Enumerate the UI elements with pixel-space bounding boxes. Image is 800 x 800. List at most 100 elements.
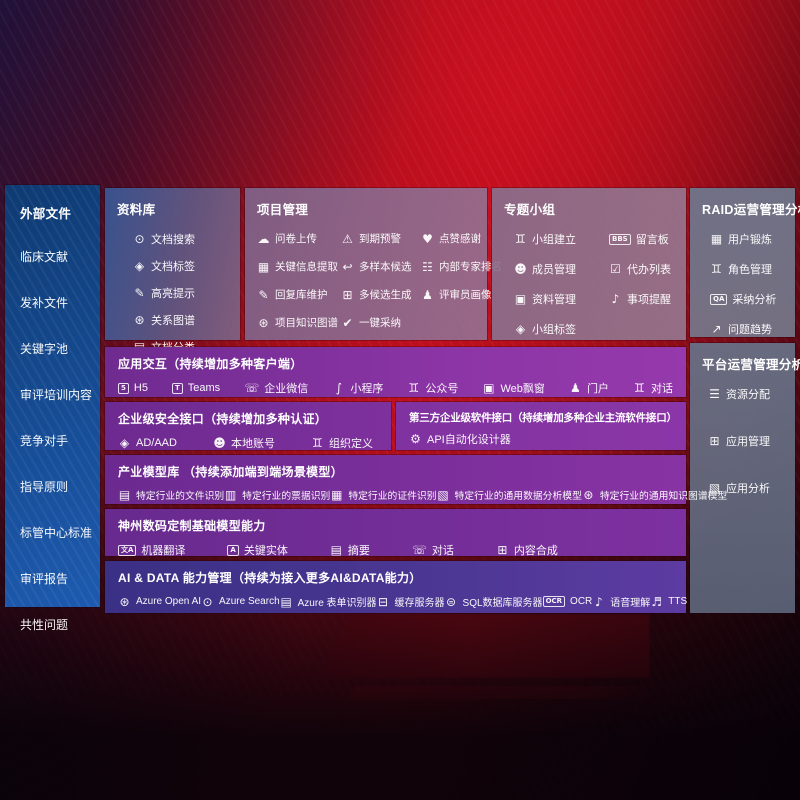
feature-item[interactable]: ☑ 代办列表	[609, 261, 676, 277]
feature-item[interactable]: ▤ 摘要	[330, 542, 370, 558]
feature-label: 一键采纳	[359, 317, 401, 329]
feature-item[interactable]: ⊜ SQL数据库服务器	[445, 594, 543, 610]
feature-item[interactable]: ∫ 小程序	[332, 380, 384, 396]
feature-item[interactable]: ▦ 关键信息提取	[257, 259, 341, 274]
feature-item[interactable]: ↩ 多样本候选	[341, 259, 421, 274]
sidebar-item[interactable]: 指导原则	[20, 478, 94, 495]
feature-item[interactable]: ⊟ 缓存服务器	[377, 594, 445, 610]
feature-item[interactable]: ♊ 公众号	[407, 380, 459, 396]
feature-item[interactable]: ☻ 本地账号	[213, 435, 275, 451]
sidebar-item[interactable]: 审评报告	[20, 570, 94, 587]
feature-item[interactable]: ☏ 对话	[412, 542, 454, 558]
data-analysis-model-icon: ▧	[437, 488, 449, 502]
feature-item[interactable]: ♟ 门户	[569, 380, 609, 396]
reply-arrow-icon: ↩	[342, 259, 353, 274]
feature-item[interactable]: ♊ 小组建立	[514, 231, 609, 247]
feature-item[interactable]: T Teams	[172, 382, 220, 394]
feature-item[interactable]: ⊞ 内容合成	[496, 542, 558, 558]
base-model-title: 神州数码定制基础模型能力	[118, 519, 266, 533]
feature-label: 小程序	[350, 383, 384, 395]
external-files-list: 临床文献发补文件关键字池审评培训内容 竞争对手指导原则标管中心标准 审评报告共性问题	[20, 248, 94, 633]
sidebar-item[interactable]: 关键字池	[20, 340, 94, 357]
feature-item[interactable]: BBS 留言板	[609, 231, 676, 247]
thirdparty-interface-band: 第三方企业级软件接口（持续增加多种企业主流软件接口） ⚙ API自动化设计器	[396, 402, 686, 450]
feature-item[interactable]: ▧ 应用分析	[708, 480, 785, 496]
feature-label: 关键实体	[243, 545, 288, 557]
cloud-upload-icon: ☁	[257, 231, 270, 246]
sidebar-item[interactable]: 共性问题	[20, 616, 94, 633]
feature-item[interactable]: ⊞ 多候选生成	[341, 287, 421, 302]
feature-item[interactable]: ◈ AD/AAD	[118, 436, 177, 450]
platform-analysis-panel: 平台运营管理分析 ☰ 资源分配 ⊞ 应用管理 ▧ 应用分析	[690, 343, 800, 613]
base-model-band: 神州数码定制基础模型能力 文A 机器翻译 A 关键实体 ▤ 摘要 ☏ 对话 ⊞ 内容合成	[105, 509, 686, 558]
feature-item[interactable]: QA 采纳分析	[710, 291, 785, 307]
feature-item[interactable]: ▣ Web飘窗	[482, 380, 545, 396]
feature-item[interactable]: ✔ 一键采纳	[341, 315, 421, 330]
feature-item[interactable]: ⊛ Azure Open AI	[118, 595, 201, 609]
feature-item[interactable]: ▤ 特定行业的文件识别	[118, 488, 224, 502]
feature-item[interactable]: ☻ 成员管理	[514, 261, 609, 277]
feature-item[interactable]: ⊞ 应用管理	[708, 433, 785, 449]
feature-item[interactable]: 文A 机器翻译	[118, 542, 185, 558]
feature-item[interactable]: ▣ 资料管理	[514, 291, 609, 307]
feature-item[interactable]: ✎ 高亮提示	[133, 285, 230, 301]
feature-label: 内容合成	[513, 545, 558, 557]
sidebar-item-label: 共性问题	[20, 618, 69, 632]
feature-item[interactable]: ⊛ 特定行业的通用知识图谱模型	[582, 488, 727, 502]
feature-item[interactable]: ⚙ API自动化设计器	[409, 431, 511, 447]
feature-item[interactable]: ♊ 角色管理	[710, 261, 785, 277]
feature-item[interactable]: ▧ 特定行业的通用数据分析模型	[437, 488, 582, 502]
feature-item[interactable]: ◈ 文档标签	[133, 258, 230, 274]
feature-label: 代办列表	[627, 264, 671, 276]
security-interface-title: 企业级安全接口（持续增加多种认证）	[118, 412, 328, 426]
feature-label: 摘要	[347, 545, 370, 557]
feature-label: Azure Search	[219, 596, 280, 607]
feature-item[interactable]: ↗ 问题趋势	[710, 321, 785, 337]
org-define-icon: ♊	[312, 436, 323, 450]
feature-item[interactable]: ⊙ 文档搜索	[133, 231, 230, 247]
feature-item[interactable]: ♥ 点赞感谢	[421, 231, 502, 246]
feature-item[interactable]: ⊛ 项目知识图谱	[257, 315, 341, 330]
feature-label: H5	[133, 382, 148, 394]
feature-item[interactable]: ♬ TTS	[650, 595, 687, 609]
feature-item[interactable]: OCR OCR	[542, 596, 592, 607]
feature-label: 缓存服务器	[394, 598, 445, 609]
feature-item[interactable]: ▦ 特定行业的证件识别	[330, 488, 436, 502]
feature-item[interactable]: ☷ 内部专家排名	[421, 259, 502, 274]
trend-chart-icon: ↗	[711, 322, 722, 336]
feature-item[interactable]: ☁ 问卷上传	[257, 231, 341, 246]
feature-label: 多候选生成	[359, 289, 412, 301]
feature-item[interactable]: A 关键实体	[227, 542, 288, 558]
feature-label: 资料管理	[532, 294, 576, 306]
feature-item[interactable]: ▤ Azure 表单识别器	[280, 594, 376, 610]
feature-item[interactable]: ⊙ Azure Search	[201, 595, 280, 609]
feature-label: 对话	[431, 545, 454, 557]
feature-item[interactable]: ♊ 对话	[633, 380, 673, 396]
sidebar-item[interactable]: 临床文献	[20, 248, 94, 265]
sidebar-item[interactable]: 审评培训内容	[20, 386, 94, 403]
feature-item[interactable]: ◈ 小组标签	[514, 321, 609, 337]
sidebar-item-label: 发补文件	[20, 296, 69, 310]
feature-label: 回复库维护	[275, 289, 328, 301]
feature-item[interactable]: ⊛ 关系图谱	[133, 312, 230, 328]
sidebar-item[interactable]: 竞争对手	[20, 432, 94, 449]
project-management-panel: 项目管理 ☁ 问卷上传 ⚠ 到期预警 ♥ 点赞感谢 ▦ 关键信息提取 ↩ 多样本候选 ☷ 内部专家排名…	[245, 188, 502, 340]
feature-item[interactable]: ☰ 资源分配	[708, 386, 785, 402]
feature-item[interactable]: ▦ 用户锻炼	[710, 231, 785, 247]
sidebar-item[interactable]: 发补文件	[20, 294, 94, 311]
feature-label: 特定行业的文件识别	[136, 491, 225, 502]
feature-item[interactable]: ♟ 评审员画像	[421, 287, 502, 302]
feature-item[interactable]: ♪ 语音理解	[592, 594, 650, 610]
wechat-work-icon: ☏	[244, 381, 260, 395]
feature-item[interactable]: ♊ 组织定义	[311, 435, 373, 451]
feature-item[interactable]: ☏ 企业微信	[244, 380, 308, 396]
sidebar-item-label: 标管中心标准	[20, 526, 93, 540]
feature-item[interactable]: 5 H5	[118, 382, 148, 394]
feature-item[interactable]: ♪ 事项提醒	[609, 291, 676, 307]
background-glow-shape	[320, 614, 650, 678]
sidebar-item[interactable]: 标管中心标准	[20, 524, 94, 541]
adopt-check-icon: ✔	[342, 315, 353, 330]
feature-item[interactable]: ▥ 特定行业的票据识别	[224, 488, 330, 502]
feature-item[interactable]: ⚠ 到期预警	[341, 231, 421, 246]
feature-item[interactable]: ✎ 回复库维护	[257, 287, 341, 302]
